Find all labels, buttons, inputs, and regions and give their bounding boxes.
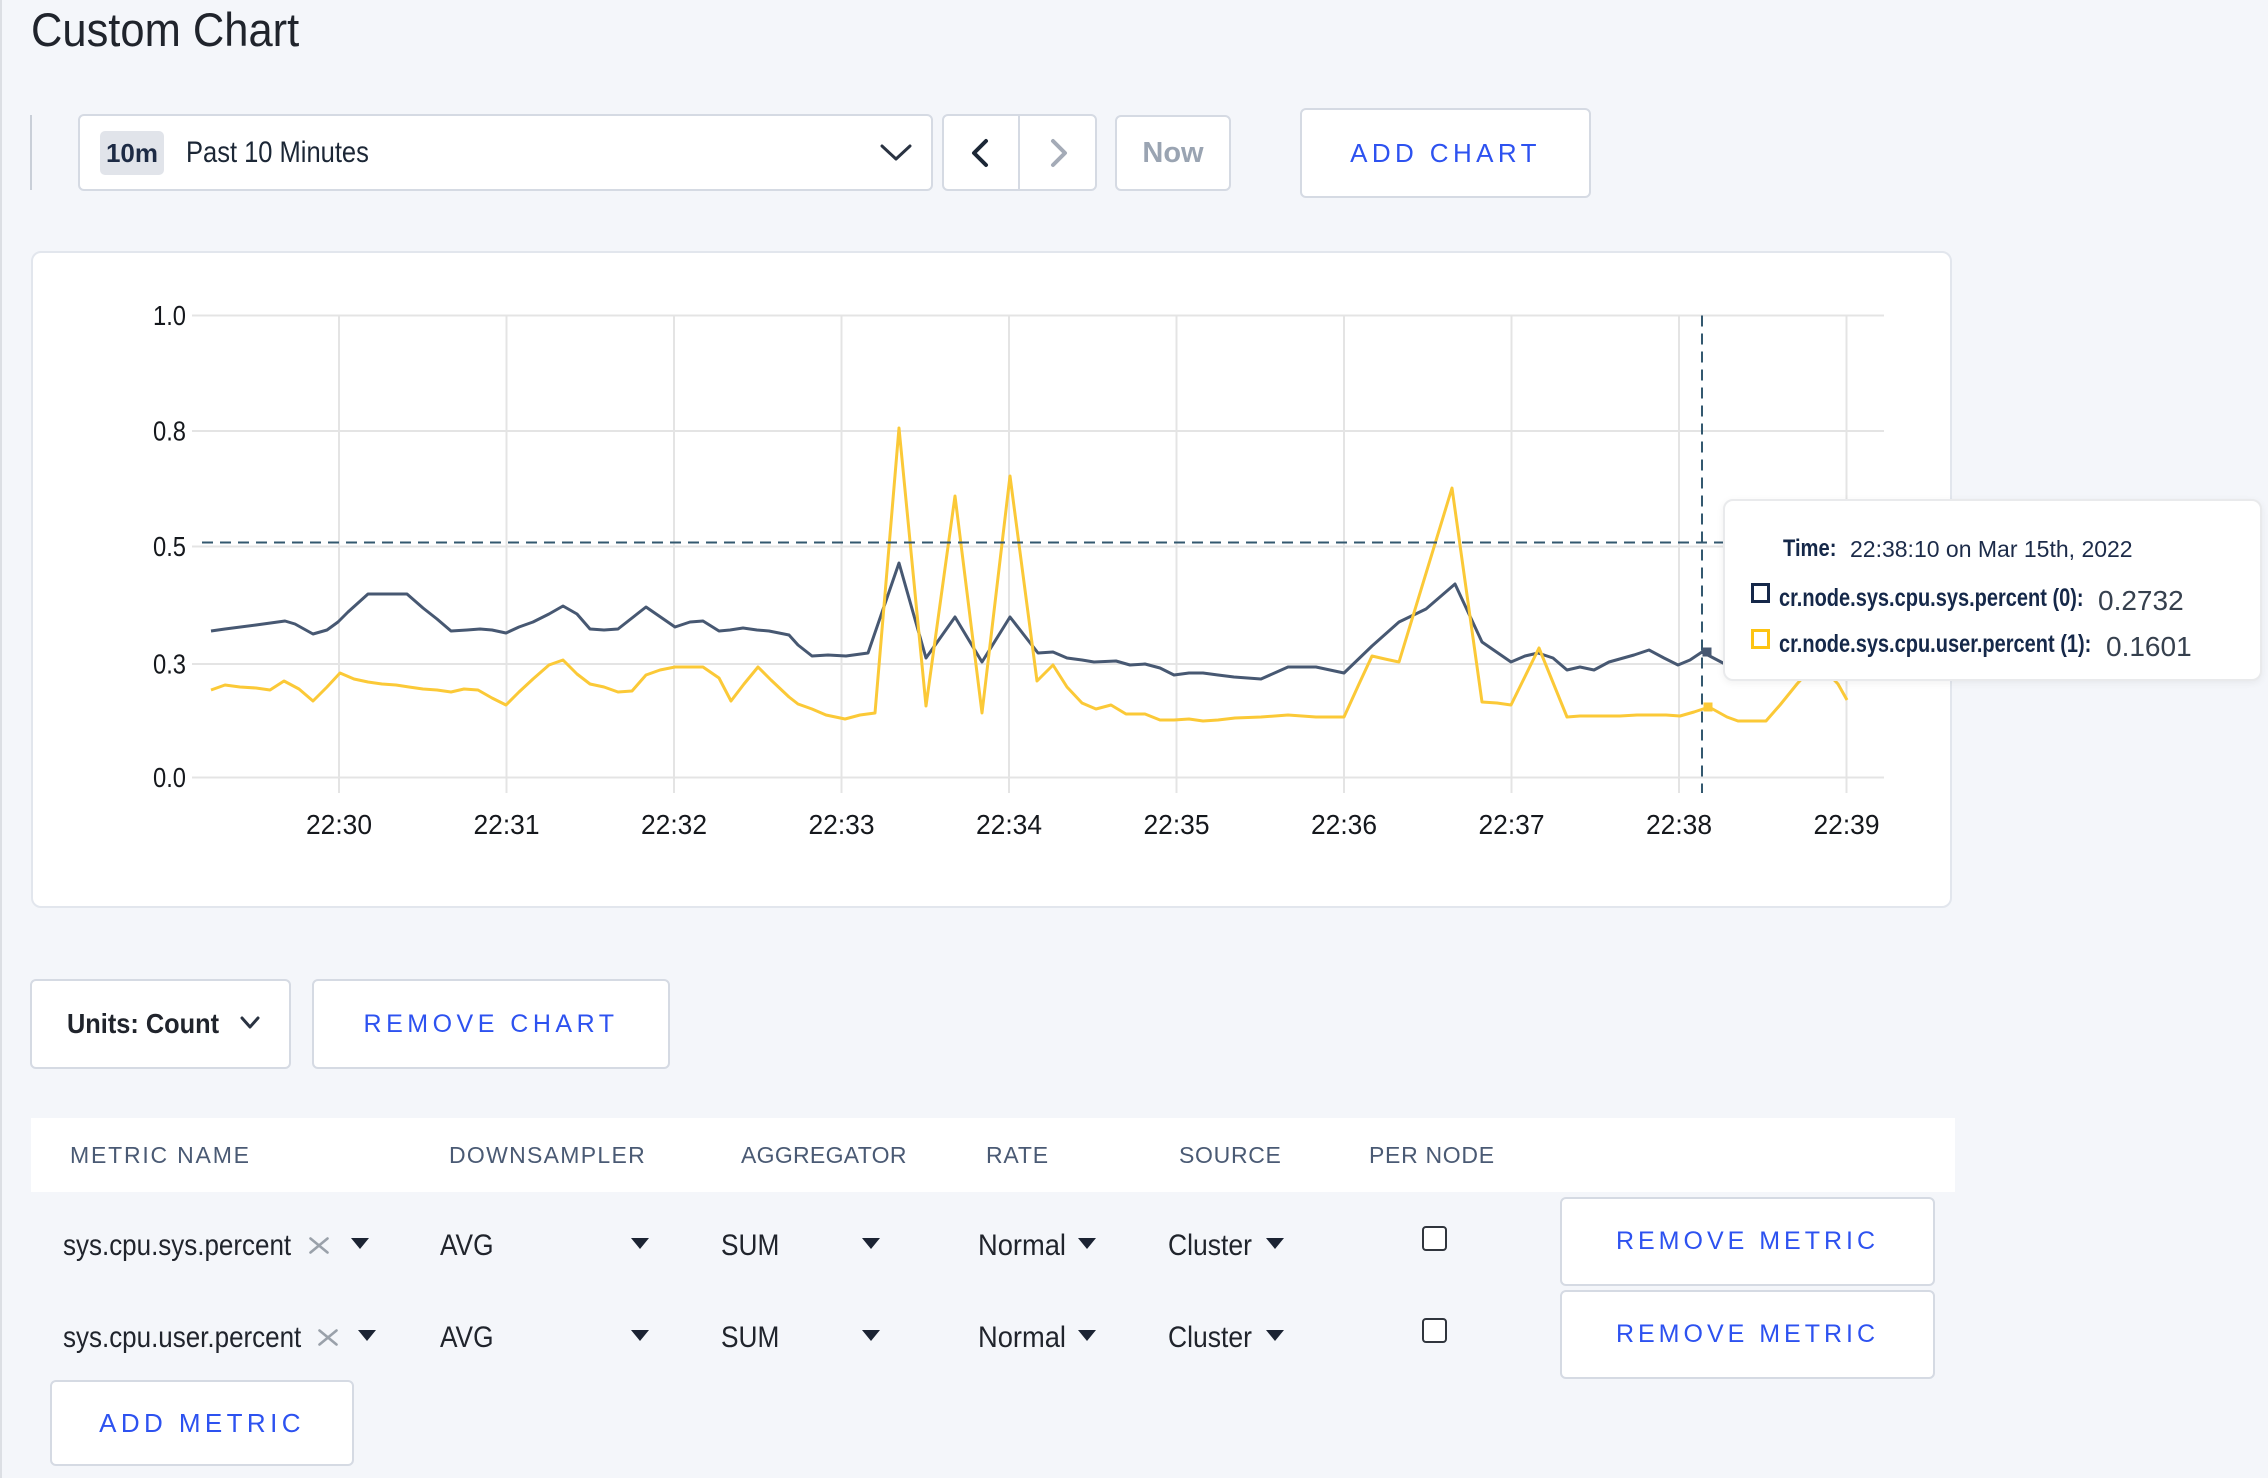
svg-text:22:34: 22:34 (976, 809, 1042, 840)
svg-text:22:36: 22:36 (1311, 809, 1377, 840)
svg-text:0.3: 0.3 (153, 649, 186, 680)
svg-text:22:30: 22:30 (306, 809, 372, 840)
svg-text:22:39: 22:39 (1814, 809, 1880, 840)
svg-text:22:33: 22:33 (809, 809, 875, 840)
svg-text:0.5: 0.5 (153, 531, 186, 562)
svg-text:22:31: 22:31 (474, 809, 540, 840)
svg-text:22:37: 22:37 (1479, 809, 1545, 840)
svg-text:0.0: 0.0 (153, 762, 186, 793)
svg-text:1.0: 1.0 (153, 300, 186, 331)
svg-text:0.8: 0.8 (153, 416, 186, 447)
svg-text:22:35: 22:35 (1144, 809, 1210, 840)
svg-text:22:32: 22:32 (641, 809, 707, 840)
svg-text:22:38: 22:38 (1646, 809, 1712, 840)
